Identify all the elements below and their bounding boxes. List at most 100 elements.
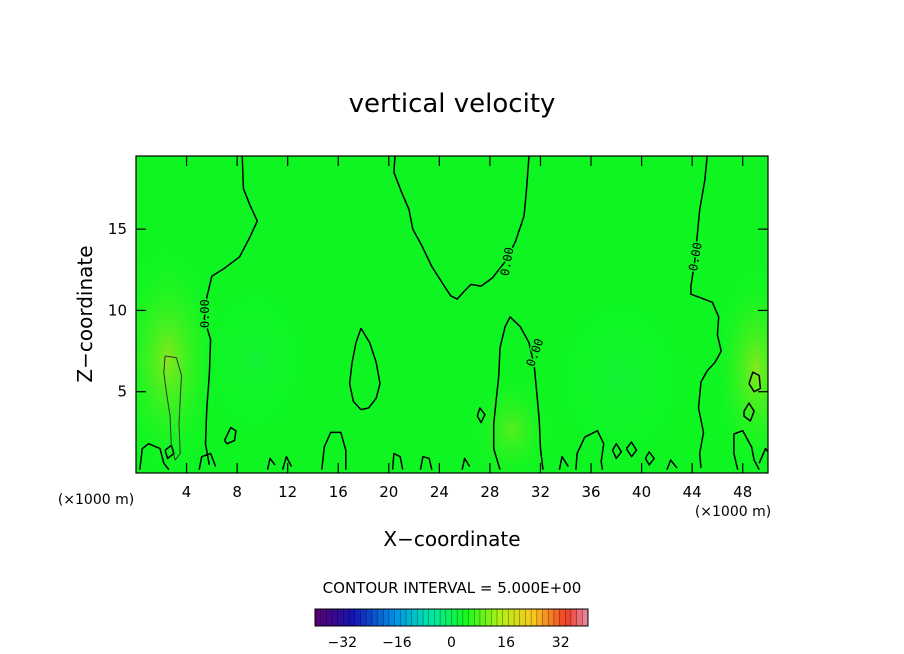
zero-contour-16 xyxy=(625,441,638,458)
y-axis-ticks: 5 10 15 xyxy=(108,220,768,401)
zero-contour-4 xyxy=(492,316,544,470)
zero-contour-23 xyxy=(461,457,471,470)
colorbar-band-6 xyxy=(349,609,356,626)
colorbar-band-9 xyxy=(366,609,373,626)
colorbar-band-18 xyxy=(417,609,424,626)
colorbar-tick-labels: −32 −16 0 16 32 xyxy=(328,635,570,651)
x-tick-label-48: 48 xyxy=(733,483,752,501)
colorbar-band-5 xyxy=(343,609,350,626)
x-tick-label-12: 12 xyxy=(278,483,297,501)
colorbar-tick-label-1: −16 xyxy=(382,635,412,651)
x-tick-label-16: 16 xyxy=(329,483,348,501)
colorbar-tick-label-2: 0 xyxy=(447,635,456,651)
zero-contour-18 xyxy=(164,444,175,460)
x-tick-label-40: 40 xyxy=(632,483,651,501)
colorbar-band-33 xyxy=(502,609,509,626)
x-tick-label-28: 28 xyxy=(480,483,499,501)
zero-contour-22 xyxy=(419,455,433,470)
x-axis-ticks: 4 8 12 16 20 24 28 32 36 40 44 48 xyxy=(182,156,752,501)
zero-contour-14 xyxy=(476,407,486,424)
colorbar-band-2 xyxy=(326,609,333,626)
colorbar-band-41 xyxy=(548,609,555,626)
colorbar-band-36 xyxy=(519,609,526,626)
colorbar-band-22 xyxy=(440,609,447,626)
zero-contour-17 xyxy=(644,451,655,466)
warm-patch-right xyxy=(711,260,768,473)
zero-contour-12 xyxy=(748,371,762,393)
colorbar-band-15 xyxy=(400,609,407,626)
colorbar-band-19 xyxy=(423,609,430,626)
colorbar-band-20 xyxy=(428,609,435,626)
zero-contour-13 xyxy=(743,402,755,422)
colorbar-band-46 xyxy=(576,609,583,626)
warm-patch-left xyxy=(136,240,223,473)
zero-contour-11 xyxy=(758,447,768,464)
colorbar-band-13 xyxy=(388,609,396,626)
colorbar-band-11 xyxy=(377,609,384,626)
colorbar-band-35 xyxy=(514,609,521,626)
colorbar-band-30 xyxy=(485,609,492,626)
zero-contour-9 xyxy=(223,426,237,445)
plot-area: 0.000.000.000.00 xyxy=(136,156,768,473)
colorbar-band-12 xyxy=(383,609,390,626)
colorbar-band-32 xyxy=(497,609,504,626)
zero-contour-8 xyxy=(198,452,217,470)
contour-interval-text: CONTOUR INTERVAL = 5.000E+00 xyxy=(323,579,582,597)
colorbar-band-4 xyxy=(337,609,344,626)
colorbar-band-17 xyxy=(411,609,418,626)
contour-layer: 0.000.000.000.00 xyxy=(139,156,768,471)
colorbar-band-14 xyxy=(394,609,401,626)
contour-label-1: 0.00 xyxy=(498,246,517,277)
colorbar-band-43 xyxy=(559,609,566,626)
colorbar-band-29 xyxy=(479,609,487,626)
colorbar-band-42 xyxy=(553,609,560,626)
x-unit-right: (×1000 m) xyxy=(695,504,771,520)
colorbar-band-47 xyxy=(582,609,589,626)
zero-contour-5 xyxy=(575,429,605,470)
colorbar-band-0 xyxy=(315,609,322,626)
cool-patch-2 xyxy=(550,290,690,470)
colorbar-tick-label-4: 32 xyxy=(552,635,570,651)
y-tick-label-5: 5 xyxy=(117,383,127,401)
x-tick-label-4: 4 xyxy=(182,483,192,501)
zero-contour-7 xyxy=(139,442,170,471)
colorbar-band-16 xyxy=(406,609,413,626)
y-axis-label: Z−coordinate xyxy=(73,245,97,382)
colorbar-band-28 xyxy=(474,609,481,626)
plot-frame xyxy=(135,155,769,474)
colorbar-band-7 xyxy=(354,609,361,626)
colorbar-band-3 xyxy=(332,609,339,626)
colorbar-band-27 xyxy=(468,609,475,626)
colorbar-band-40 xyxy=(542,609,549,626)
x-tick-label-44: 44 xyxy=(683,483,702,501)
colorbar-band-38 xyxy=(531,609,538,626)
zero-contour-15 xyxy=(611,442,623,460)
colorbar-band-39 xyxy=(536,609,543,626)
colorbar xyxy=(314,608,589,627)
x-tick-label-24: 24 xyxy=(430,483,449,501)
zero-contour-25 xyxy=(666,459,678,470)
colorbar-band-44 xyxy=(565,609,572,626)
colorbar-band-45 xyxy=(570,609,578,626)
colorbar-band-26 xyxy=(462,609,469,626)
colorbar-band-37 xyxy=(525,609,532,626)
zero-contour-20 xyxy=(281,455,293,470)
zero-contour-6 xyxy=(321,431,347,470)
zero-contour-10 xyxy=(733,429,760,471)
colorbar-tick-label-3: 16 xyxy=(497,635,515,651)
colorbar-band-23 xyxy=(445,609,452,626)
colorbar-band-21 xyxy=(434,609,441,626)
colorbar-band-8 xyxy=(360,609,367,626)
colorbar-band-25 xyxy=(457,609,464,626)
cool-patch-1 xyxy=(200,280,310,440)
zero-contour-24 xyxy=(558,455,569,470)
contour-label-0: 0.00 xyxy=(198,299,212,328)
colorbar-band-34 xyxy=(508,609,515,626)
x-tick-label-8: 8 xyxy=(232,483,242,501)
contour-label-3: 0.00 xyxy=(686,241,705,272)
zero-contour-19 xyxy=(266,457,276,470)
zero-contour-3 xyxy=(348,327,381,411)
zero-contour-21 xyxy=(391,452,404,470)
chart-title: vertical velocity xyxy=(349,89,556,119)
